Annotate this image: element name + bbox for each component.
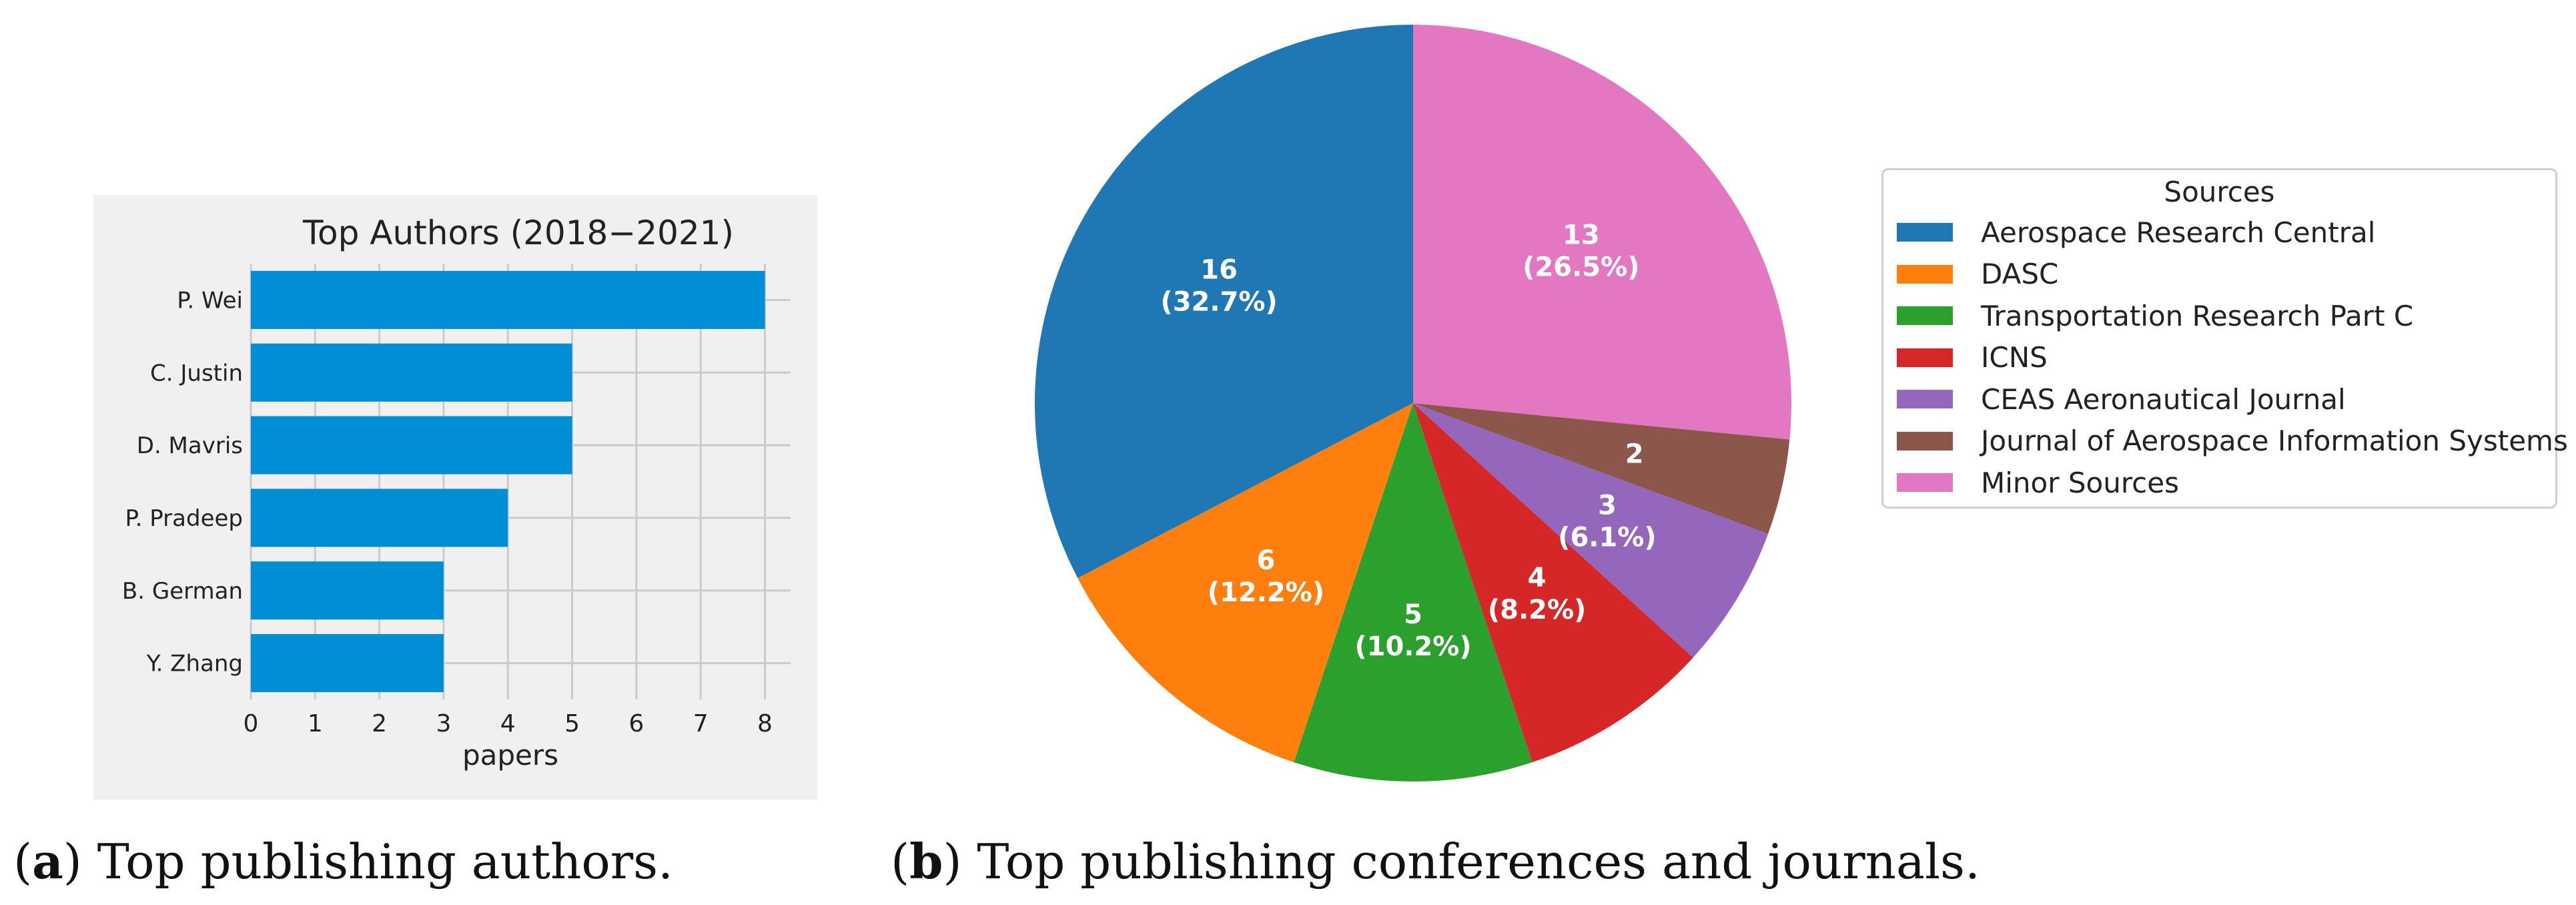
legend-label: Minor Sources <box>1981 466 2179 499</box>
bar-d-mavris <box>251 416 572 475</box>
legend-label: Journal of Aerospace Information Systems <box>1981 424 2568 457</box>
x-tick-label: 7 <box>693 710 709 737</box>
pie-slice-journal-of-aerospace-information-systems <box>1413 403 1790 534</box>
legend-label: Transportation Research Part C <box>1981 299 2414 332</box>
x-tick-label: 5 <box>564 710 580 737</box>
legend-item: Journal of Aerospace Information Systems <box>1897 420 2568 462</box>
legend-swatch <box>1897 390 1953 408</box>
bar-p-pradeep <box>251 489 508 547</box>
slice-percent: (6.1%) <box>1558 522 1657 553</box>
legend-item: DASC <box>1897 254 2058 295</box>
x-tick-label: 4 <box>500 710 516 737</box>
author-bar-chart: P. Wei C. Justin D. Mavris P. Pradeep B. Ger… <box>93 195 817 800</box>
legend-swatch <box>1897 223 1953 242</box>
pie-slice-label: 5(10.2%) <box>1354 599 1471 662</box>
x-tick-label: 2 <box>372 710 387 737</box>
chart-a-title: Top Authors (2018−2021) <box>302 214 734 252</box>
slice-percent: (8.2%) <box>1488 595 1587 625</box>
slice-value: 16 <box>1200 255 1238 286</box>
y-tick-label: P. Pradeep <box>125 505 243 532</box>
legend-item: Minor Sources <box>1897 462 2179 503</box>
legend-item: ICNS <box>1897 337 2048 378</box>
legend-item: Transportation Research Part C <box>1897 295 2413 336</box>
pie-slice-label: 2 <box>1625 439 1644 470</box>
x-tick-label: 3 <box>436 710 451 737</box>
slice-percent: (32.7%) <box>1160 287 1277 318</box>
bar-p-wei <box>251 270 765 329</box>
legend-label: ICNS <box>1981 341 2048 374</box>
y-tick-label: D. Mavris <box>137 432 243 459</box>
bar-y-zhang <box>251 634 444 693</box>
pie-slice-label: 13(26.5%) <box>1523 220 1639 282</box>
slice-value: 6 <box>1257 545 1276 576</box>
slice-value: 3 <box>1598 490 1617 521</box>
legend-item: Aerospace Research Central <box>1897 212 2375 253</box>
legend-swatch <box>1897 473 1953 492</box>
slice-percent: (10.2%) <box>1354 631 1471 662</box>
x-tick-label: 8 <box>757 710 773 737</box>
y-tick-label: P. Wei <box>177 287 243 314</box>
pie-slice-label: 3(6.1%) <box>1558 490 1657 553</box>
x-axis-label: papers <box>462 739 558 772</box>
x-tick-label: 6 <box>628 710 644 737</box>
slice-value: 2 <box>1625 439 1644 470</box>
legend-swatch <box>1897 348 1953 367</box>
pie-slice-icns <box>1413 403 1693 763</box>
slice-value: 4 <box>1528 563 1547 593</box>
y-tick-label: B. German <box>122 578 243 605</box>
pie-slice-ceas-aeronautical-journal <box>1413 403 1769 658</box>
pie-legend: Sources Aerospace Research Central DASC Tr… <box>1881 168 2568 509</box>
slice-value: 13 <box>1563 220 1600 250</box>
sources-pie-chart: 16(32.7%) 6(12.2%) 5(10.2%) 4(8.2%) 3(6.1%) 2… <box>1035 25 1791 782</box>
slice-percent: (12.2%) <box>1208 577 1324 608</box>
pie-slice-label: 6(12.2%) <box>1208 545 1324 608</box>
legend-swatch <box>1897 306 1953 325</box>
pie-slice-minor-sources <box>1413 25 1791 440</box>
pie-slice-transportation-research-part-c <box>1294 403 1533 782</box>
caption-a: (a) Top publishing authors. <box>13 833 673 890</box>
x-tick-label: 1 <box>308 710 323 737</box>
y-tick-label: Y. Zhang <box>146 651 243 677</box>
x-tick-label: 0 <box>244 710 259 737</box>
legend-label: DASC <box>1981 258 2059 290</box>
legend-swatch <box>1897 264 1953 284</box>
caption-b: (b) Top publishing conferences and journ… <box>891 833 1980 890</box>
slice-percent: (26.5%) <box>1523 252 1639 282</box>
legend-title: Sources <box>2164 176 2275 208</box>
legend-item: CEAS Aeronautical Journal <box>1897 378 2346 420</box>
pie-slice-dasc <box>1078 403 1413 763</box>
y-tick-label: C. Justin <box>150 360 243 386</box>
slice-value: 5 <box>1404 599 1422 630</box>
legend-label: Aerospace Research Central <box>1981 216 2376 249</box>
legend-swatch <box>1897 431 1953 450</box>
pie-slice-label: 16(32.7%) <box>1160 255 1277 318</box>
pie-slice-aerospace-research-central <box>1035 25 1413 579</box>
bar-c-justin <box>251 343 572 402</box>
legend-label: CEAS Aeronautical Journal <box>1981 382 2346 416</box>
bar-b-german <box>251 561 444 620</box>
pie-slice-label: 4(8.2%) <box>1488 563 1587 625</box>
